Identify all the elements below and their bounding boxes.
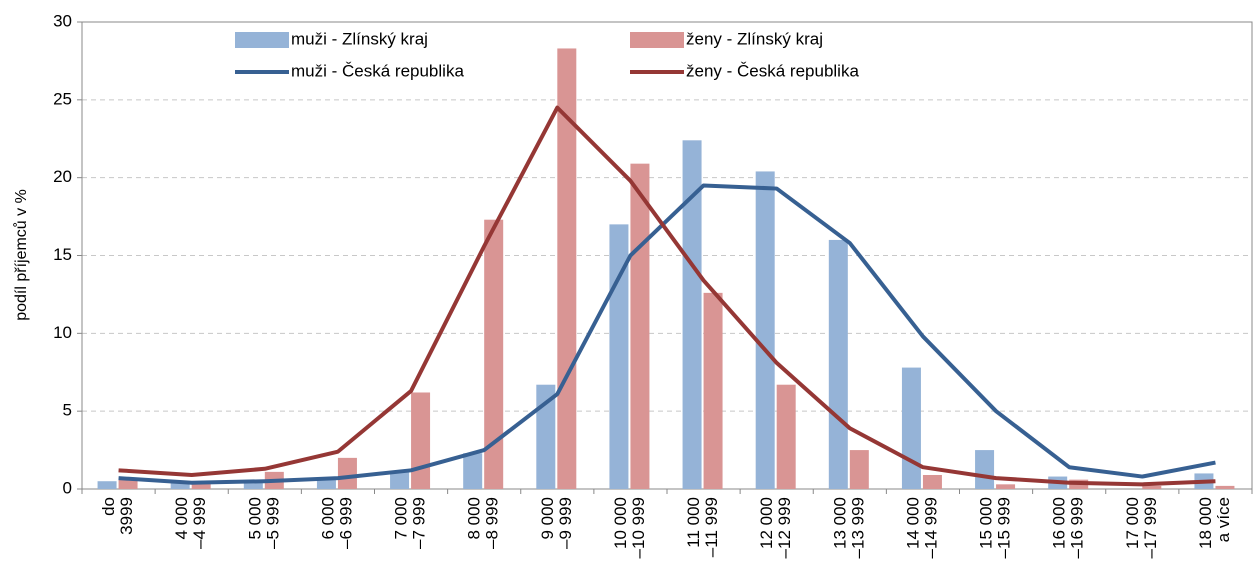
bar [118, 478, 138, 489]
x-tick-label: 18 000 a více [1196, 497, 1233, 549]
x-tick-label-line: –9 999 [556, 497, 575, 549]
x-tick-label-line: 4 000 [172, 497, 191, 540]
x-tick-label-line: 14 000 [903, 497, 922, 549]
x-tick-label-line: 9 000 [538, 497, 557, 540]
bar [901, 367, 921, 489]
line [118, 105, 1216, 487]
x-tick-label: 5 000 –5 999 [245, 497, 282, 549]
x-tick-label-line: 17 000 [1123, 497, 1142, 549]
y-axis-label: podíl příjemců v % [12, 189, 30, 321]
x-tick-label-line: 16 000 [1050, 497, 1069, 549]
x-tick-label: 15 000 –15 999 [977, 497, 1014, 558]
x-tick-label-line: –16 999 [1068, 497, 1087, 558]
x-tick-label-line: a více [1214, 497, 1233, 542]
x-tick-label: do 3999 [99, 497, 136, 535]
bar [557, 48, 577, 490]
x-tick-label-line: –5 999 [263, 497, 282, 549]
y-tick-label: 25 [53, 89, 72, 108]
x-tick-label-line: 18 000 [1196, 497, 1215, 549]
x-tick-label-line: 10 000 [611, 497, 630, 549]
x-tick-label: 16 000 –16 999 [1050, 497, 1087, 558]
y-tick-label: 30 [53, 11, 72, 30]
bar [243, 481, 263, 489]
x-tick-label: 10 000 –10 999 [611, 497, 648, 558]
x-tick-label: 6 000 –6 999 [318, 497, 355, 549]
x-tick-label-line: –10 999 [629, 497, 648, 558]
legend-label: ženy - Zlínský kraj [686, 29, 823, 48]
line [118, 183, 1216, 485]
x-tick-label-line: –12 999 [775, 497, 794, 558]
x-tick-label-line: –7 999 [410, 497, 429, 549]
bar [484, 219, 504, 490]
x-tick-label: 8 000 –8 999 [465, 497, 502, 549]
x-tick-label-line: 3999 [117, 497, 136, 535]
bar [411, 392, 431, 489]
bar [463, 453, 483, 489]
bar [849, 450, 869, 489]
x-tick-label-line: –6 999 [336, 497, 355, 549]
x-tick-label: 13 000 –13 999 [830, 497, 867, 558]
x-tick-label-line: 12 000 [757, 497, 776, 549]
legend-label: muži - Česká republika [291, 61, 464, 80]
bar [191, 481, 211, 489]
x-tick-label-line: –11 999 [702, 497, 721, 557]
x-tick-label-line: 11 000 [684, 497, 703, 548]
bar [922, 474, 942, 489]
x-tick-label: 7 000 –7 999 [392, 497, 429, 549]
bar [682, 140, 702, 489]
bar [316, 479, 336, 489]
x-tick-label-line: –4 999 [190, 497, 209, 549]
legend-label: muži - Zlínský kraj [291, 29, 428, 48]
x-tick-label: 4 000 –4 999 [172, 497, 209, 549]
x-tick-label-line: 7 000 [392, 497, 411, 540]
x-tick-label-line: 13 000 [830, 497, 849, 549]
y-tick-label: 0 [63, 478, 72, 497]
x-tick-label-line: –8 999 [483, 497, 502, 549]
bar [1215, 485, 1235, 489]
x-tick-label: 9 000 –9 999 [538, 497, 575, 549]
legend-label: ženy - Česká republika [686, 61, 859, 80]
x-tick-label: 14 000 –14 999 [903, 497, 940, 558]
x-tick-label-line: 6 000 [318, 497, 337, 540]
y-tick-label: 5 [63, 401, 72, 420]
bar [170, 482, 190, 489]
bar [828, 239, 848, 489]
x-tick-label-line: –15 999 [995, 497, 1014, 558]
x-tick-label: 17 000 –17 999 [1123, 497, 1160, 558]
y-tick-label: 15 [53, 245, 72, 264]
x-tick-label: 11 000 –11 999 [684, 497, 721, 557]
legend-marker [235, 32, 289, 48]
y-tick-label: 10 [53, 323, 72, 342]
bar [703, 292, 723, 489]
bar [755, 171, 775, 489]
bar [996, 484, 1016, 489]
bar [1142, 485, 1162, 489]
bar [630, 163, 650, 489]
bar [97, 481, 117, 489]
bar [975, 450, 995, 489]
bar [337, 457, 357, 489]
bar [776, 384, 796, 489]
legend-marker [630, 32, 684, 48]
x-tick-label-line: 8 000 [465, 497, 484, 540]
x-tick-label: 12 000 –12 999 [757, 497, 794, 558]
x-tick-label-line: –17 999 [1141, 497, 1160, 558]
y-tick-label: 20 [53, 167, 72, 186]
x-tick-label-line: 15 000 [977, 497, 996, 549]
bar [390, 471, 410, 489]
bar [536, 384, 556, 489]
x-tick-label-line: 5 000 [245, 497, 264, 540]
x-tick-label-line: –14 999 [921, 497, 940, 558]
x-tick-label-line: –13 999 [848, 497, 867, 558]
x-tick-label-line: do [99, 497, 118, 516]
